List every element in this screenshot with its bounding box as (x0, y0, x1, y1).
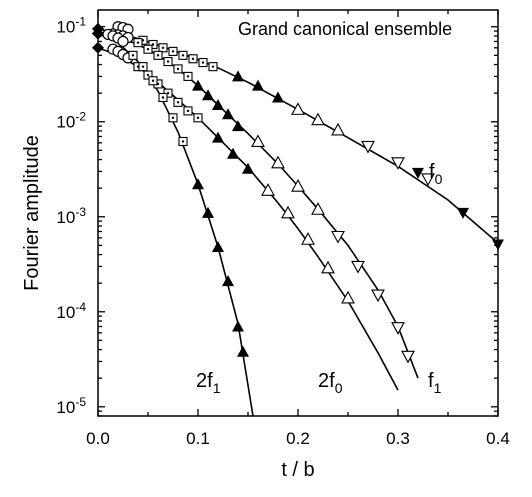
data-point-dot (171, 116, 175, 120)
data-point-dot (161, 96, 165, 99)
data-point-open-triangle-up (271, 155, 285, 169)
y-tick-label: 10-3 (56, 205, 86, 227)
theory-curve-2f1 (97, 32, 254, 417)
theory-curve-f0 (97, 28, 499, 244)
data-point-open-triangle-up (261, 183, 275, 196)
data-point-filled-triangle (232, 320, 244, 332)
data-point-dot (146, 73, 150, 77)
data-point-open-triangle-up (341, 290, 355, 304)
x-tick-label: 0.0 (86, 429, 110, 448)
data-point-open-triangle-down (371, 289, 385, 303)
data-point-diamond (92, 41, 104, 54)
data-point-circle (117, 35, 129, 48)
data-point-filled-triangle (212, 241, 224, 253)
data-point-dot (186, 109, 190, 113)
data-point-dot (181, 140, 185, 143)
data-point-open-triangle-down (391, 157, 405, 170)
y-tick-label: 10-2 (56, 110, 86, 132)
data-point-filled-triangle (192, 178, 204, 190)
data-point-filled-triangle (237, 345, 249, 357)
data-markers (92, 21, 504, 364)
data-point-open-triangle-down (351, 260, 365, 274)
data-point-open-triangle-up (301, 232, 315, 245)
data-point-dot (151, 79, 155, 82)
data-point-dot (176, 67, 180, 71)
data-point-dot (136, 41, 140, 44)
x-tick-label: 0.1 (186, 429, 210, 448)
curve-label-f1: f1 (428, 370, 442, 396)
data-point-open-triangle-up (291, 178, 305, 192)
data-point-filled-triangle (222, 108, 234, 120)
data-point-filled-triangle (232, 120, 244, 132)
data-point-dot (171, 50, 175, 53)
y-tick-labels: 10-1 10-2 10-3 10-4 10-5 (56, 15, 86, 417)
data-point-filled-triangle (192, 79, 204, 91)
x-axis-label: t / b (281, 459, 314, 481)
data-point-filled-triangle (227, 147, 239, 159)
data-point-dot (191, 57, 195, 60)
data-point-dot (156, 54, 160, 57)
data-point-filled-triangle (242, 162, 254, 174)
y-axis-label: Fourier amplitude (21, 135, 43, 291)
annotation-text: Grand canonical ensemble (238, 19, 452, 39)
data-point-dot (211, 65, 215, 68)
data-point-filled-triangle (222, 275, 234, 287)
data-point-dot (186, 75, 190, 78)
y-tick-label: 10-4 (56, 300, 86, 322)
data-point-open-triangle-down (421, 173, 435, 187)
data-point-open-triangle-up (311, 112, 325, 126)
data-point-dot (176, 101, 180, 104)
data-point-open-triangle-down (361, 140, 375, 154)
y-tick-label: 10-1 (56, 15, 86, 37)
data-point-dot (196, 116, 200, 120)
data-point-open-triangle-up (281, 205, 295, 219)
curve-labels: f0 f1 2f0 2f1 (196, 161, 443, 396)
data-point-filled-triangle (272, 91, 284, 103)
data-point-diamond (92, 27, 104, 40)
data-point-filled-triangle-down (412, 167, 424, 179)
data-point-open-triangle-down (391, 322, 405, 335)
data-point-open-triangle-up (251, 134, 265, 148)
x-tick-label: 0.4 (486, 429, 510, 448)
data-point-open-triangle-up (321, 260, 335, 274)
data-point-open-triangle-down (331, 230, 345, 244)
data-point-dot (146, 48, 150, 51)
data-point-filled-triangle (212, 131, 224, 143)
data-point-open-triangle-up (311, 202, 325, 215)
data-point-dot (141, 65, 145, 68)
x-tick-label: 0.2 (286, 429, 310, 448)
data-point-open-triangle-up (331, 122, 345, 136)
data-point-dot (201, 61, 205, 64)
data-point-dot (181, 54, 185, 57)
curve-label-f0: f0 (429, 161, 443, 187)
data-point-dot (161, 46, 165, 50)
data-point-open-triangle-up (291, 102, 305, 115)
theory-curve-2f0 (97, 47, 399, 391)
x-tick-labels: 0.0 0.1 0.2 0.3 0.4 (86, 429, 510, 448)
y-tick-label: 10-5 (56, 395, 86, 417)
data-point-filled-triangle-down (457, 207, 469, 219)
x-tick-label: 0.3 (386, 429, 410, 448)
data-point-filled-triangle (202, 206, 214, 218)
data-point-filled-triangle (232, 70, 244, 82)
data-point-dot (166, 60, 170, 63)
data-point-filled-triangle-down (492, 239, 504, 251)
data-point-filled-triangle (212, 99, 224, 111)
curve-label-2f0: 2f0 (318, 370, 343, 396)
curve-label-2f1: 2f1 (196, 370, 221, 396)
axis-ticks (97, 10, 499, 417)
data-point-filled-triangle (252, 79, 264, 91)
data-point-open-triangle-down (401, 350, 415, 364)
data-point-filled-triangle (202, 89, 214, 101)
plot-frame (97, 9, 499, 417)
data-point-dot (131, 54, 135, 57)
